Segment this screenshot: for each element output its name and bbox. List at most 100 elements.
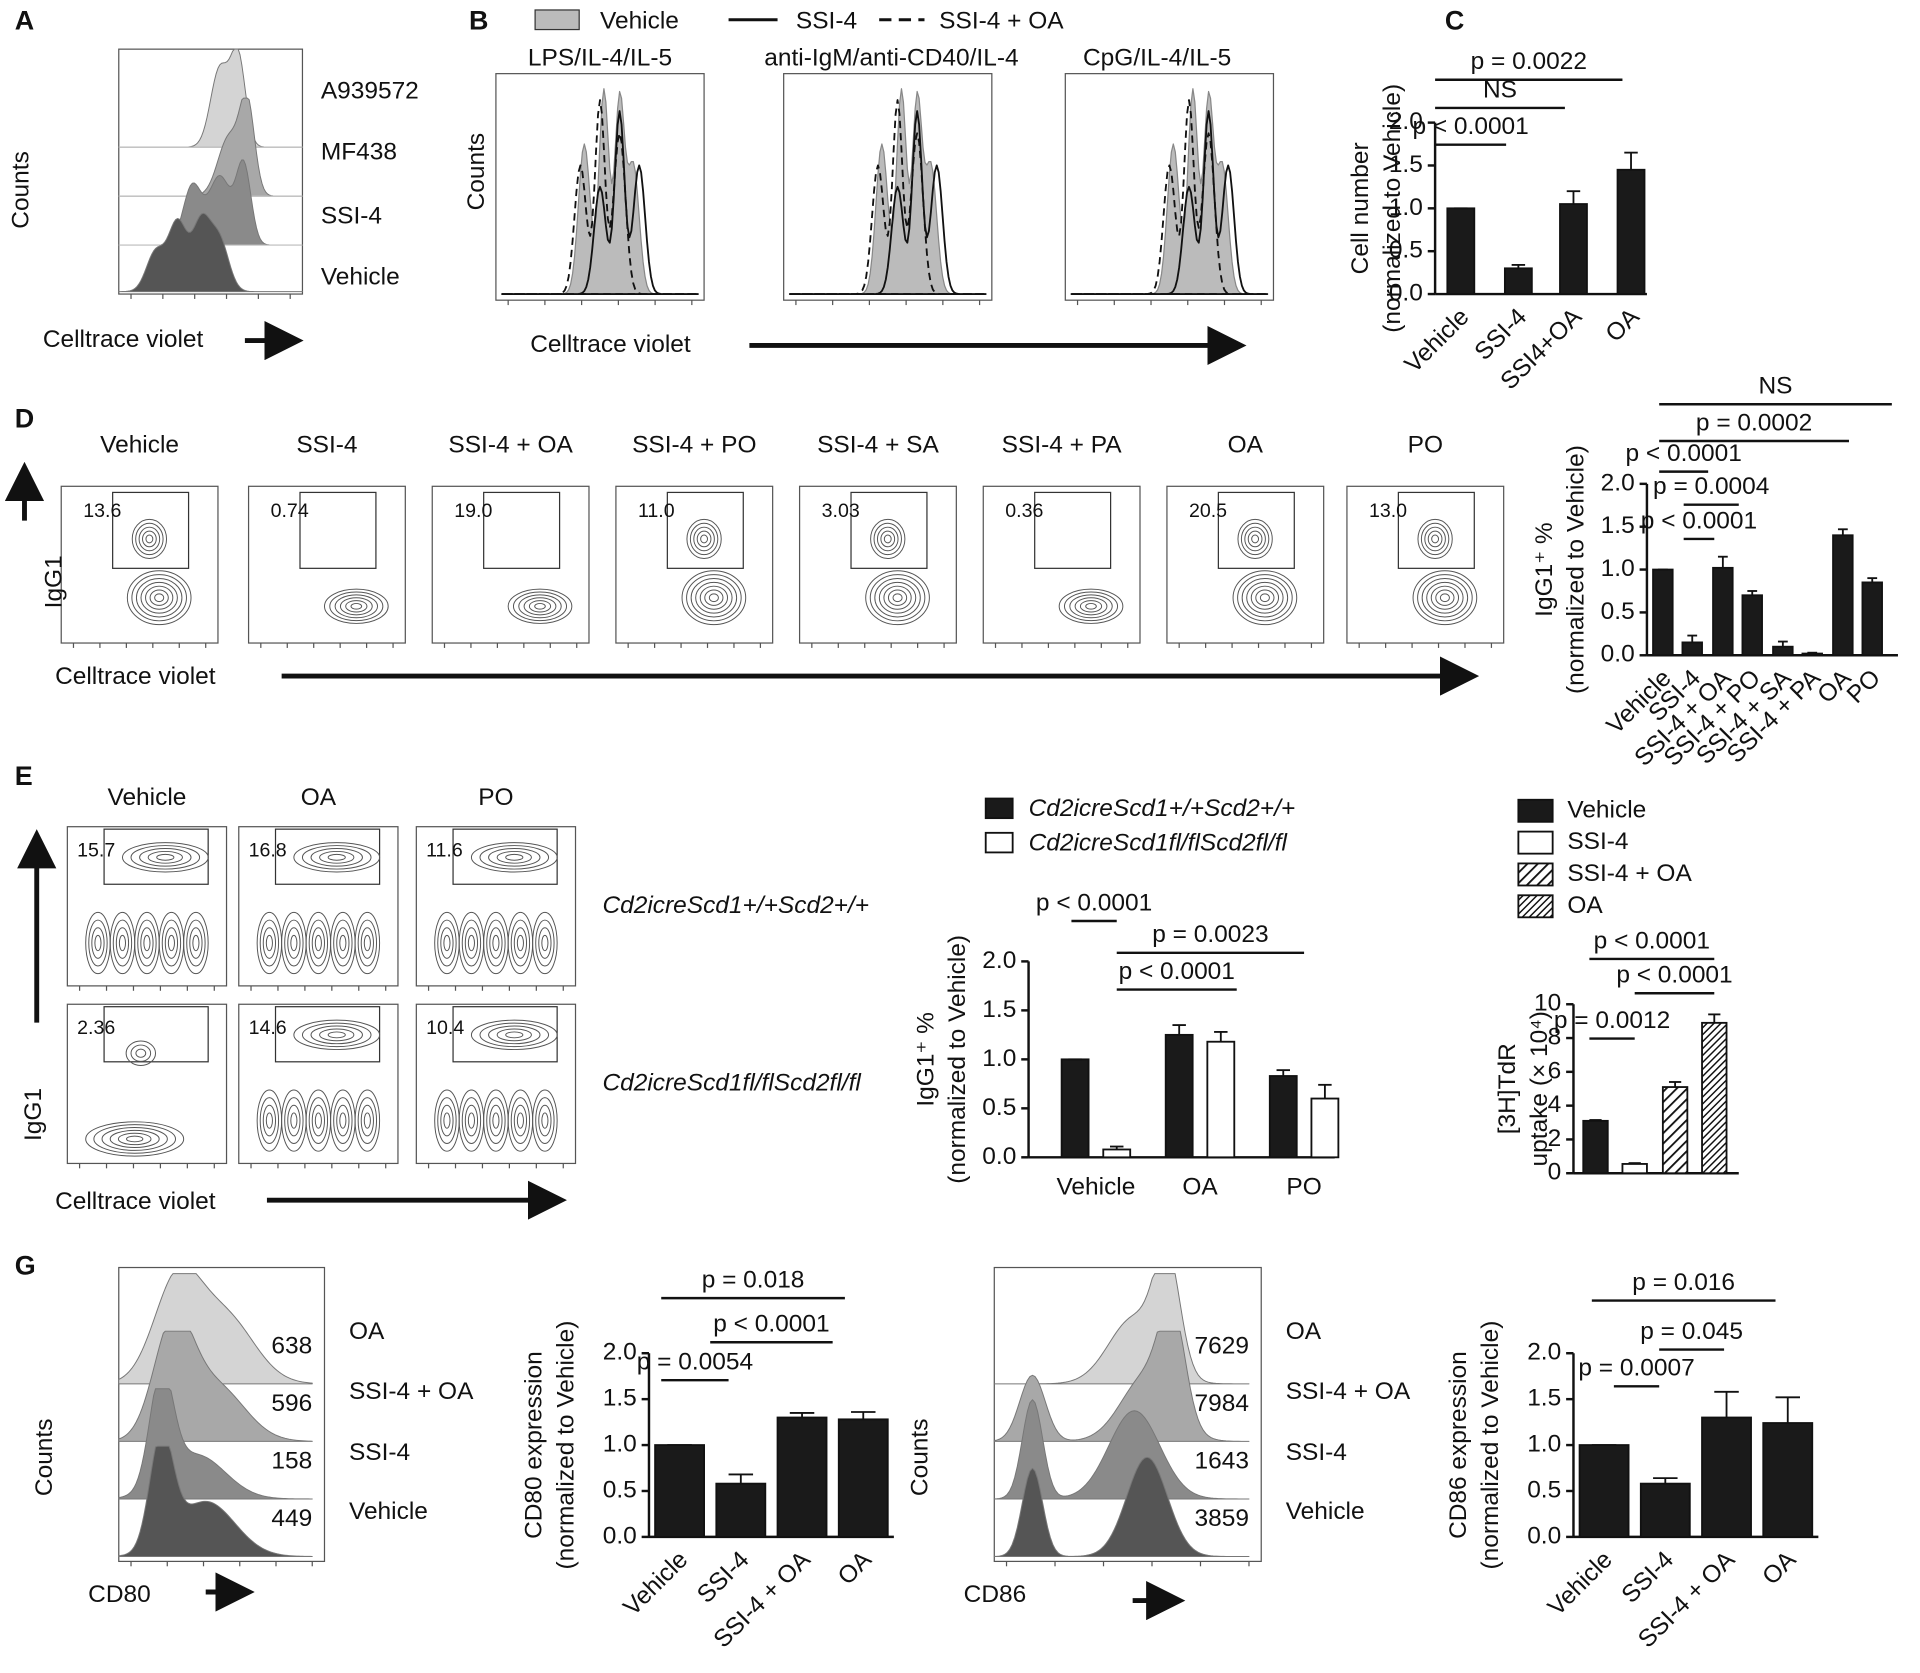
contour (541, 934, 549, 952)
y-tick-label: 4 (1548, 1091, 1562, 1118)
y-axis-label: Cell number (1347, 142, 1374, 274)
legend-swatch (1517, 798, 1554, 823)
sample-label: OA (349, 1318, 385, 1345)
arrows (4, 320, 1480, 1621)
x-tick-label: Vehicle (1543, 1546, 1618, 1621)
p-value: p < 0.0001 (713, 1311, 829, 1338)
panel-title: CpG/IL-4/IL-5 (1083, 44, 1231, 71)
contour (1079, 600, 1103, 613)
x-tick-label: Vehicle (1400, 303, 1475, 378)
mfi-value: 7984 (1195, 1390, 1249, 1417)
histogram (993, 1330, 1250, 1442)
y-tick-label: 0.0 (1527, 1522, 1561, 1549)
gate (452, 1006, 558, 1063)
contour (310, 848, 363, 867)
panel-title: PO (478, 784, 513, 811)
plot-frame (66, 826, 228, 987)
contour (140, 927, 154, 959)
contour (505, 1031, 524, 1039)
row-label: Cd2icreScd1+/+Scd2+/+ (602, 892, 869, 919)
y-axis-label: Counts (906, 1419, 933, 1497)
contour (492, 934, 500, 952)
y-tick-label: 1.0 (1527, 1431, 1561, 1458)
x-axis-label: Celltrace violet (43, 326, 204, 353)
y-tick-label: 0.0 (1601, 641, 1635, 668)
bar (1701, 1416, 1752, 1538)
gate (850, 491, 928, 569)
panel-title: SSI-4 + OA (448, 431, 573, 458)
y-axis-label: CD80 expression (521, 1351, 548, 1539)
contour (1424, 526, 1446, 552)
contour (125, 1040, 156, 1066)
sample-label: SSI-4 + OA (349, 1378, 474, 1405)
contour (1431, 534, 1440, 544)
contour (327, 853, 346, 861)
gate-value: 16.8 (249, 839, 287, 861)
legend-label: Vehicle (600, 8, 679, 35)
legend-swatch (984, 797, 1014, 820)
p-value: p = 0.0004 (1653, 473, 1769, 500)
contour (479, 1022, 550, 1048)
gate-value: 14.6 (249, 1017, 287, 1039)
contour (345, 600, 368, 613)
panel-letter: B (469, 5, 488, 35)
contour (147, 850, 183, 864)
contour (139, 848, 192, 867)
contour (708, 593, 719, 603)
y-tick-label: 2.0 (1527, 1339, 1561, 1366)
contour (131, 574, 187, 622)
contour (256, 1089, 283, 1152)
sample-label: SSI-4 + OA (1286, 1378, 1411, 1405)
p-value: p = 0.0002 (1696, 409, 1812, 436)
contour (149, 589, 169, 606)
contour (354, 911, 381, 975)
legend-swatch (1517, 894, 1554, 919)
histogram (501, 88, 699, 295)
y-tick-label: 1.5 (1389, 151, 1423, 178)
sample-label: SSI-4 (321, 202, 382, 229)
contour (437, 919, 457, 967)
legend-label: SSI-4 + OA (1567, 860, 1692, 887)
contour (88, 919, 108, 967)
contour (1058, 588, 1124, 624)
contour (461, 1097, 482, 1145)
y-axis-label: (normalized to Vehicle) (1563, 445, 1590, 694)
contour (458, 911, 485, 975)
contour (892, 593, 903, 603)
bar (776, 1416, 828, 1538)
gate-value: 13.0 (1369, 500, 1407, 522)
contour (360, 1104, 374, 1137)
gate (103, 828, 209, 885)
contour (290, 934, 298, 952)
contour (154, 593, 165, 603)
contour (1427, 530, 1443, 548)
contour (1439, 593, 1450, 603)
contour (467, 1112, 475, 1129)
y-axis-label: IgG1 (41, 555, 68, 608)
contour (699, 585, 729, 610)
contour (94, 934, 102, 952)
contour (262, 1104, 276, 1137)
mfi-value: 596 (271, 1390, 312, 1417)
y-tick-label: 1.5 (982, 996, 1016, 1023)
x-axis-label: Celltrace violet (530, 331, 691, 358)
contour (434, 911, 460, 975)
bar (1621, 1163, 1648, 1175)
panel-title: Vehicle (107, 784, 186, 811)
sample-label: Vehicle (321, 264, 400, 291)
contour (115, 927, 130, 959)
panel-letter: G (15, 1251, 36, 1281)
y-tick-label: 6 (1548, 1057, 1562, 1084)
bar (1503, 267, 1533, 295)
x-axis-label: Celltrace violet (55, 663, 216, 690)
contour (535, 1097, 555, 1145)
contour (329, 591, 384, 622)
contour (538, 1104, 552, 1137)
y-tick-label: 0.0 (1389, 280, 1423, 307)
plot-frame (1346, 485, 1505, 644)
bar (1446, 207, 1476, 295)
contour (186, 919, 206, 967)
contour (876, 526, 899, 552)
contour (869, 574, 926, 622)
